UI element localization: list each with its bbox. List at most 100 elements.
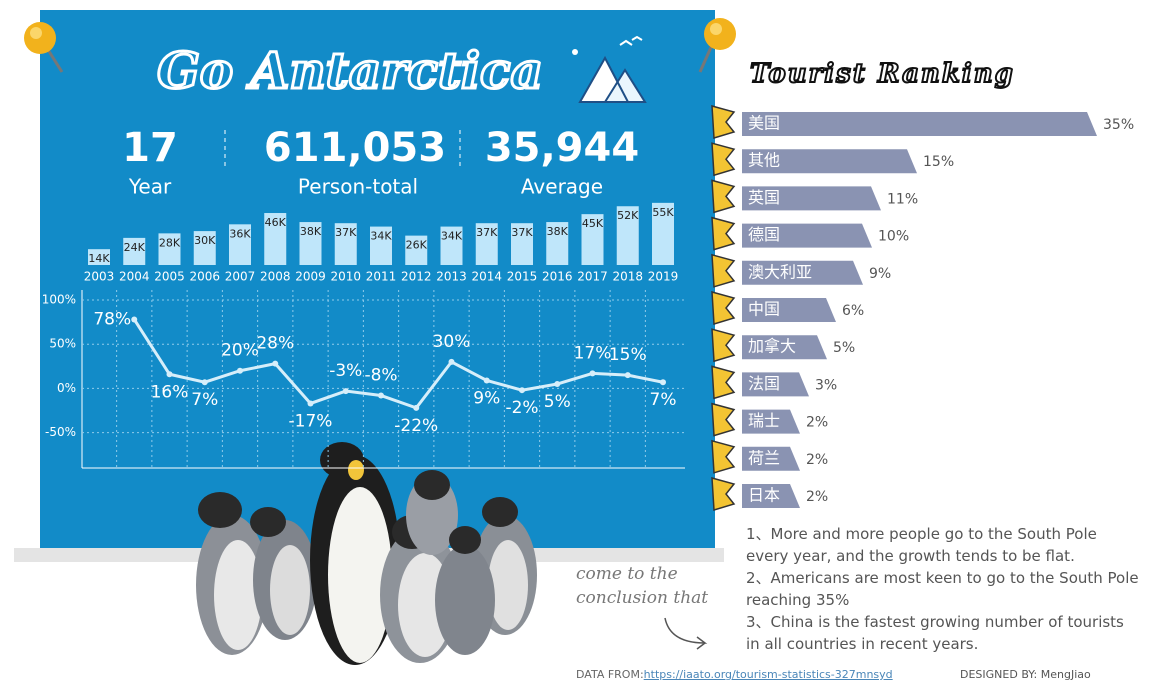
bar-label: 30K (194, 234, 216, 247)
line (132, 318, 664, 410)
source-link[interactable]: https://iaato.org/tourism-statistics-327… (643, 668, 893, 681)
x-tick-label: 2008 (260, 270, 291, 284)
x-tick-label: 2017 (577, 270, 608, 284)
bar (299, 222, 322, 265)
bar (193, 231, 216, 265)
x-tick-label: 2011 (366, 270, 397, 284)
x-tick-label: 2013 (436, 270, 467, 284)
bar-label: 14K (88, 252, 110, 265)
bar (370, 226, 392, 265)
value-label: 5% (833, 340, 855, 356)
bar-label: 38K (300, 225, 322, 238)
bar (264, 213, 287, 265)
bar (88, 249, 110, 265)
data-label: 20% (221, 341, 259, 361)
pushpin (24, 22, 64, 73)
flag-icon (711, 439, 736, 474)
category-label: 瑞士 (748, 411, 780, 430)
x-tick-label: 2015 (507, 270, 538, 284)
data-label: -8% (364, 365, 397, 385)
value-label: 6% (842, 303, 864, 319)
bar (405, 235, 428, 265)
category-label: 日本 (748, 486, 780, 505)
x-tick-label: 2006 (189, 270, 220, 284)
bar (742, 372, 809, 397)
data-label: 17% (574, 343, 612, 363)
point (448, 358, 455, 365)
bar-label: 52K (617, 209, 639, 222)
flag-icon (711, 328, 736, 363)
designer-label: DESIGNED BY: (960, 668, 1038, 681)
pushpin (698, 18, 736, 73)
bar-label: 36K (229, 227, 251, 240)
value-label: 35% (1103, 117, 1134, 133)
value-label: 2% (806, 489, 828, 505)
bar (229, 224, 251, 265)
kpi-value: 35,944 (485, 125, 639, 171)
kpi-value: 17 (122, 125, 178, 171)
data-label: 7% (650, 390, 677, 410)
y-tick-label: 0% (57, 381, 76, 395)
bar (742, 484, 800, 508)
bar-label: 24K (124, 241, 146, 254)
flag-icon (711, 402, 736, 437)
bar-label: 34K (441, 230, 463, 243)
bar-label: 45K (582, 217, 604, 230)
flag-icon (711, 253, 736, 288)
x-tick-label: 2019 (648, 270, 679, 284)
bar (440, 226, 463, 265)
point (413, 404, 420, 411)
point (624, 372, 631, 379)
bar-label: 37K (511, 226, 533, 239)
x-tick-label: 2009 (295, 270, 326, 284)
bar-label: 37K (476, 226, 498, 239)
flag-icon (711, 291, 736, 325)
value-label: 3% (815, 377, 837, 393)
data-label: 78% (93, 309, 131, 329)
x-tick-label: 2016 (542, 270, 573, 284)
value-label: 2% (806, 415, 828, 431)
bar (742, 298, 836, 322)
bar-label: 46K (265, 216, 287, 229)
kpi-label: Person-total (298, 175, 418, 199)
source-label: DATA FROM: (576, 668, 644, 681)
mountain-icon (572, 35, 647, 103)
data-label: 9% (473, 388, 500, 408)
bar (123, 237, 146, 265)
point (166, 371, 173, 378)
data-label: 30% (433, 332, 471, 352)
bar (652, 202, 674, 265)
bar-label: 28K (159, 236, 181, 249)
kpi-label: Year (128, 175, 172, 199)
category-label: 德国 (748, 225, 780, 244)
flag-icon (711, 477, 736, 511)
bar (742, 446, 800, 471)
x-tick-label: 2004 (119, 270, 150, 284)
bar-label: 26K (406, 239, 428, 252)
bar (742, 260, 863, 285)
bar (616, 206, 639, 265)
bar (742, 112, 1097, 136)
point (307, 400, 314, 407)
flag-icon (711, 179, 736, 214)
x-tick-label: 2003 (84, 270, 115, 284)
bar (742, 149, 917, 174)
point (660, 379, 666, 386)
value-label: 9% (869, 266, 891, 282)
footer-designer: DESIGNED BY: MengJiao (960, 668, 1091, 681)
bar (742, 223, 872, 248)
bar (511, 223, 533, 265)
point (519, 387, 525, 394)
data-label: 5% (544, 392, 571, 412)
kpi-label: Average (521, 175, 603, 199)
conclusion: 1、More and more people go to the South P… (746, 523, 1141, 655)
bar (742, 335, 827, 360)
data-label: -17% (289, 411, 333, 431)
conclusion-item: 1、More and more people go to the South P… (746, 525, 1097, 565)
point (237, 367, 243, 374)
category-label: 加拿大 (748, 337, 796, 356)
bar (158, 233, 181, 265)
category-label: 澳大利亚 (748, 262, 812, 281)
